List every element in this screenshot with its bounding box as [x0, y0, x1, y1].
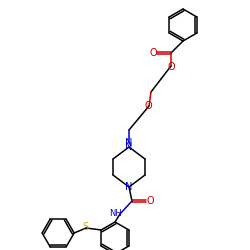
Text: N: N — [125, 182, 133, 192]
Text: S: S — [82, 222, 88, 232]
Text: O: O — [167, 62, 175, 72]
Text: O: O — [149, 48, 157, 58]
Text: N: N — [125, 142, 133, 152]
Text: N: N — [125, 138, 133, 148]
Text: O: O — [146, 196, 154, 206]
Text: O: O — [144, 101, 152, 111]
Text: NH: NH — [108, 208, 122, 218]
